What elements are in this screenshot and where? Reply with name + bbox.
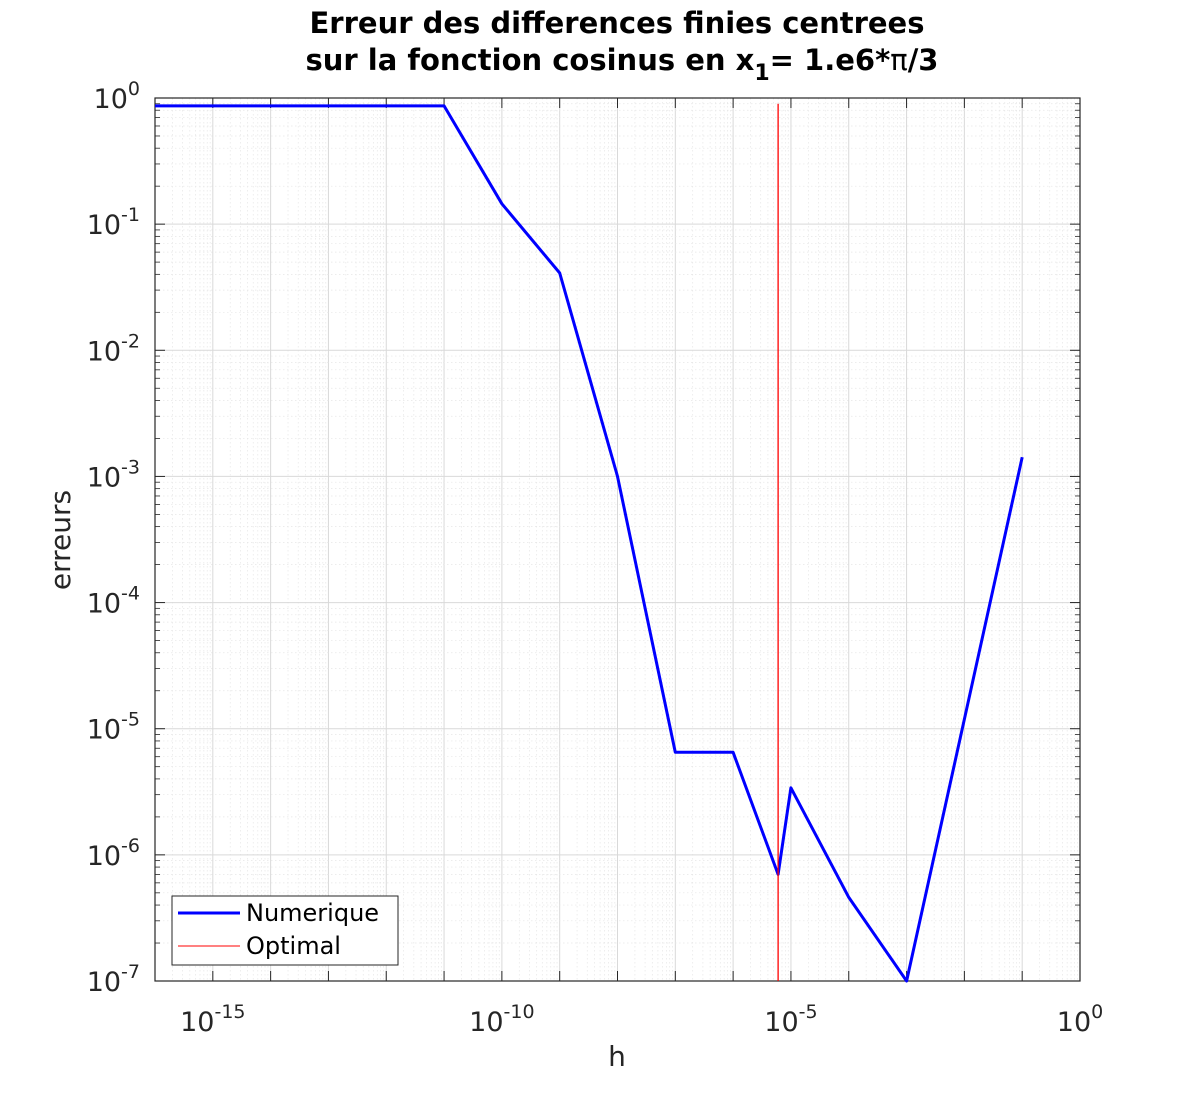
title-pi: π <box>890 43 907 77</box>
tick-exponent: -5 <box>121 709 140 731</box>
legend-label-optimal: Optimal <box>246 932 341 960</box>
tick-base: 10 <box>87 589 121 620</box>
title-subscript: 1 <box>754 61 769 86</box>
y-tick-label: 10-6 <box>87 835 140 872</box>
tick-base: 10 <box>87 462 121 493</box>
title-suffix: /3 <box>908 43 939 77</box>
x-tick-labels: 10-15 10-10 10-5 100 <box>180 1001 1103 1038</box>
tick-base: 10 <box>87 967 121 998</box>
y-axis-label: erreurs <box>44 490 77 590</box>
series-layer <box>155 103 1024 983</box>
axis-ticks <box>154 98 1080 982</box>
tick-base: 10 <box>1057 1007 1091 1038</box>
tick-base: 10 <box>87 715 121 746</box>
tick-exponent: -7 <box>121 961 140 983</box>
x-tick-label: 10-5 <box>764 1001 817 1038</box>
tick-base: 10 <box>87 336 121 367</box>
tick-exponent: 0 <box>1091 1001 1103 1023</box>
tick-exponent: -3 <box>121 456 140 478</box>
legend-label-numerique: Numerique <box>246 899 379 927</box>
series-numerique-line <box>155 104 1024 983</box>
grid <box>154 98 1080 982</box>
y-tick-label: 10-4 <box>87 583 140 620</box>
tick-base: 10 <box>764 1007 798 1038</box>
tick-exponent: -6 <box>121 835 140 857</box>
title-prefix: sur la fonction cosinus en x <box>305 43 754 77</box>
tick-exponent: -4 <box>121 583 140 605</box>
tick-base: 10 <box>94 84 128 115</box>
x-tick-label: 100 <box>1057 1001 1103 1038</box>
tick-base: 10 <box>469 1007 503 1038</box>
tick-exponent: 0 <box>128 78 140 100</box>
y-tick-label: 10-2 <box>87 330 140 367</box>
y-tick-label: 10-5 <box>87 709 140 746</box>
x-axis-label: h <box>608 1040 626 1073</box>
tick-base: 10 <box>180 1007 214 1038</box>
tick-exponent: -15 <box>214 1001 245 1023</box>
tick-base: 10 <box>87 841 121 872</box>
tick-exponent: -1 <box>121 204 140 226</box>
y-tick-label: 10-7 <box>87 961 140 998</box>
y-tick-label: 10-3 <box>87 456 140 493</box>
tick-exponent: -2 <box>121 330 140 352</box>
legend: Numerique Optimal <box>171 895 399 966</box>
y-tick-label: 100 <box>94 78 140 115</box>
x-tick-label: 10-15 <box>180 1001 245 1038</box>
chart-title-line1: Erreur des differences finies centrees <box>310 6 925 40</box>
tick-exponent: -5 <box>799 1001 818 1023</box>
legend-box <box>171 895 399 966</box>
title-mid: = 1.e6* <box>770 43 891 77</box>
chart-title-line2: sur la fonction cosinus en x1= 1.e6*π/3 <box>305 43 938 86</box>
tick-base: 10 <box>87 210 121 241</box>
y-tick-label: 10-1 <box>87 204 140 241</box>
tick-exponent: -10 <box>504 1001 535 1023</box>
x-tick-label: 10-10 <box>469 1001 534 1038</box>
